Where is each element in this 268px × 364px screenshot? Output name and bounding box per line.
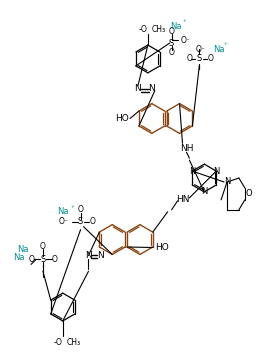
Text: Na: Na <box>13 253 25 262</box>
Text: O: O <box>207 55 213 63</box>
Text: -O: -O <box>54 338 63 347</box>
Text: O: O <box>28 255 34 264</box>
Text: Na: Na <box>17 245 29 254</box>
Text: Na: Na <box>213 44 225 54</box>
Text: N: N <box>201 187 207 197</box>
Text: HN: HN <box>176 195 189 204</box>
Text: O: O <box>90 217 95 226</box>
Text: CH₃: CH₃ <box>67 338 81 347</box>
Text: O: O <box>78 205 84 214</box>
Text: ⁺: ⁺ <box>223 43 227 49</box>
Text: ⁺: ⁺ <box>71 206 75 212</box>
Text: Na: Na <box>57 207 69 216</box>
Text: S: S <box>197 55 202 63</box>
Text: ⁺: ⁺ <box>183 20 186 26</box>
Text: O: O <box>169 48 174 58</box>
Text: -O: -O <box>139 25 148 34</box>
Text: N: N <box>85 251 92 260</box>
Text: O⁻: O⁻ <box>195 44 205 54</box>
Text: O: O <box>187 55 192 63</box>
Text: N: N <box>135 84 141 93</box>
Text: O: O <box>169 27 174 36</box>
Text: O⁻: O⁻ <box>181 36 190 45</box>
Text: HO: HO <box>155 243 169 252</box>
Text: N: N <box>97 251 104 260</box>
Text: O⁻: O⁻ <box>59 217 69 226</box>
Text: O: O <box>245 189 252 198</box>
Text: N: N <box>189 167 195 175</box>
Text: NH: NH <box>180 144 193 153</box>
Text: HO: HO <box>115 114 129 123</box>
Text: S: S <box>78 217 83 226</box>
Text: N: N <box>213 167 219 175</box>
Text: O: O <box>52 255 58 264</box>
Text: CH₃: CH₃ <box>152 25 166 34</box>
Text: N: N <box>148 84 155 93</box>
Text: S: S <box>40 255 46 264</box>
Text: S: S <box>169 39 174 48</box>
Text: Na: Na <box>170 22 181 31</box>
Text: O: O <box>40 242 46 251</box>
Text: N: N <box>224 178 230 186</box>
